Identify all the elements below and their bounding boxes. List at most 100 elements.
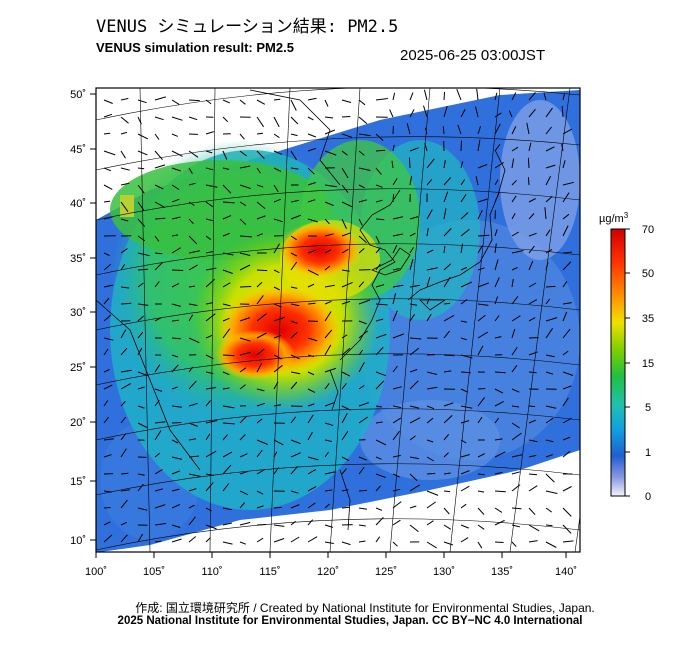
wind-arrow [460,161,464,169]
wind-arrow [528,405,536,408]
wind-arrow [239,337,251,342]
wind-arrow [307,502,316,509]
wind-arrow [154,133,160,140]
colorbar-label: 5 [645,402,651,414]
wind-arrow [528,198,536,203]
wind-arrow [256,449,263,458]
wind-arrow [307,283,315,288]
wind-arrow [477,416,483,424]
wind-arrow [188,473,201,477]
wind-arrow [188,201,195,206]
wind-arrow [273,404,282,407]
wind-arrow [409,92,414,101]
wind-arrow [409,369,418,373]
wind-arrow [511,158,515,169]
wind-arrow [188,218,194,224]
wind-arrow [103,490,112,493]
wind-arrow [188,366,194,373]
wind-arrow [424,142,428,152]
wind-arrow [256,505,264,509]
wind-arrow [205,354,214,360]
wind-arrow [120,302,132,305]
wind-arrow [375,98,388,101]
wind-arrow [154,235,160,242]
wind-arrow [256,362,263,373]
wind-arrow [120,534,128,543]
wind-arrow [460,194,467,203]
wind-arrow [528,351,538,356]
wind-arrow [545,405,557,409]
wind-arrow [562,417,572,424]
wind-arrow [426,501,436,509]
wind-arrow [205,131,214,135]
wind-arrow [477,331,489,339]
wind-arrow [171,150,183,157]
wind-arrow [341,184,349,193]
wind-arrow [426,541,437,549]
wind-arrow [171,364,179,373]
wind-arrow [358,507,368,510]
wind-arrow [324,218,330,225]
wind-arrow [324,439,333,442]
wind-arrow [256,201,266,209]
wind-arrow [526,122,530,135]
wind-arrow [475,176,479,186]
wind-arrow [222,387,230,390]
wind-arrow [137,201,145,211]
wind-arrow [120,116,129,124]
wind-arrow [307,432,313,441]
wind-arrow [137,218,146,227]
wind-arrow [511,524,520,528]
wind-arrow [358,384,365,390]
wind-arrow [545,317,558,322]
wind-arrow [273,354,282,360]
wind-arrow [256,295,264,305]
wind-arrow [358,248,365,254]
wind-arrow [392,488,401,492]
wind-arrow [273,439,284,446]
wind-arrow [290,331,298,339]
wind-arrow [443,191,449,203]
wind-arrow [222,116,229,123]
wind-arrow [494,471,503,475]
wind-arrow [341,371,351,377]
wind-arrow [239,490,249,496]
wind-arrow [494,161,504,169]
wind-arrow [120,264,126,271]
wind-arrow [375,346,384,356]
wind-arrow [256,215,266,220]
wind-arrow [426,276,431,288]
wind-arrow [426,179,433,186]
wind-arrow [256,116,265,128]
wind-arrow [120,218,129,222]
wind-arrow [443,302,451,305]
wind-arrow [511,454,523,458]
wind-arrow [426,267,438,271]
wind-arrow [494,451,506,458]
wind-arrow [511,422,520,429]
wind-arrow [341,232,351,237]
wind-arrow [511,213,516,220]
wind-arrow [562,524,572,534]
wind-arrow [561,105,564,118]
wind-arrow [341,133,353,138]
wind-arrow [222,371,230,376]
wind-arrow [273,243,280,254]
wind-arrow [375,284,385,288]
wind-arrow [375,516,384,526]
wind-arrow [341,116,351,118]
wind-arrow [103,184,113,190]
wind-arrow [358,349,364,356]
wind-arrow [205,184,218,188]
wind-arrow [137,252,150,257]
wind-arrow [460,228,470,237]
wind-arrow [324,471,336,475]
wind-arrow [341,541,351,546]
wind-arrow [171,269,184,271]
wind-arrow [154,116,164,121]
wind-arrow [443,106,448,118]
wind-arrow [423,89,428,101]
wind-arrow [290,286,298,289]
wind-arrow [562,213,570,220]
wind-arrow [239,453,248,458]
